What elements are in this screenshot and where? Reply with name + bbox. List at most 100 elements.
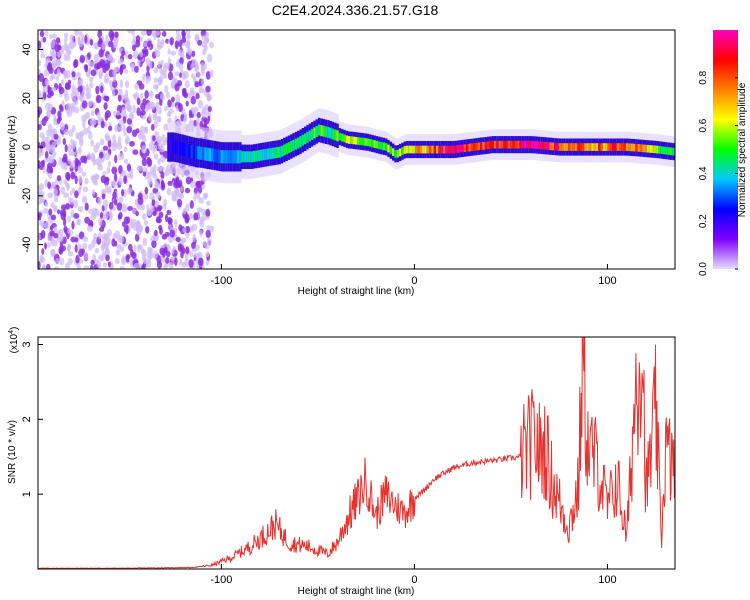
noise-cell (96, 260, 102, 269)
noise-cell (199, 229, 203, 237)
noise-cell (102, 199, 109, 208)
noise-cell (147, 171, 153, 178)
ridge-core (487, 141, 490, 150)
ridge-core (568, 143, 571, 151)
ridge-core (368, 139, 372, 147)
ridge-core (378, 141, 381, 150)
noise-cell (60, 45, 65, 55)
noise-cell (163, 264, 168, 269)
noise-cell (178, 192, 185, 199)
noise-cell (47, 233, 51, 242)
noise-cell (57, 110, 62, 119)
ridge-core (649, 145, 652, 153)
noise-cell (108, 125, 113, 132)
noise-cell (190, 95, 196, 105)
noise-cell (190, 73, 195, 79)
noise-cell (144, 186, 149, 195)
noise-cell (88, 59, 92, 69)
ridge-core (586, 143, 590, 151)
ridge-core (505, 140, 508, 149)
ridge-core (345, 135, 349, 144)
noise-cell (201, 213, 207, 222)
ridge-core (250, 151, 254, 163)
noise-cell (48, 208, 53, 216)
x-tick-label: 100 (598, 275, 616, 287)
noise-cell (67, 257, 73, 265)
noise-cell (182, 227, 187, 233)
noise-cell (198, 87, 204, 94)
noise-cell (71, 142, 76, 149)
noise-cell (112, 191, 117, 200)
ridge-core (456, 145, 460, 153)
noise-cell (133, 262, 140, 269)
ridge-core (313, 127, 316, 139)
colorbar-tick-label: 0.8 (698, 70, 709, 84)
ridge-core (639, 144, 643, 152)
noise-cell (46, 166, 53, 174)
noise-cell (66, 172, 71, 182)
noise-cell (118, 58, 124, 65)
noise-cell (105, 110, 111, 119)
noise-cell (104, 73, 109, 82)
noise-cell (63, 32, 69, 39)
noise-cell (164, 231, 170, 238)
noise-cell (157, 107, 162, 115)
noise-cell (38, 233, 41, 242)
noise-cell (169, 262, 174, 269)
ridge-core (320, 125, 323, 137)
ridge-core (579, 143, 583, 151)
noise-cell (103, 95, 109, 102)
ridge-core (431, 145, 434, 154)
noise-cell (99, 211, 104, 220)
ridge-core (213, 148, 217, 163)
noise-cell (50, 214, 57, 221)
ridge-core (473, 143, 476, 151)
ridge-core (412, 145, 416, 154)
noise-cell (156, 38, 161, 48)
noise-cell (38, 73, 44, 82)
noise-cell (185, 226, 191, 234)
noise-cell (98, 69, 104, 78)
noise-cell (104, 132, 110, 141)
noise-cell (104, 243, 109, 252)
noise-cell (107, 185, 112, 193)
noise-cell (87, 100, 93, 107)
noise-cell (167, 180, 173, 186)
noise-cell (205, 208, 211, 217)
noise-cell (207, 106, 212, 112)
noise-cell (62, 137, 66, 146)
noise-cell (191, 50, 196, 58)
noise-cell (117, 136, 122, 145)
ridge-core (327, 126, 330, 138)
noise-cell (173, 78, 177, 86)
noise-cell (143, 194, 149, 200)
noise-cell (126, 118, 133, 125)
noise-cell (44, 242, 47, 250)
noise-cell (123, 131, 128, 137)
spectrogram-x-axis: -100 0 100 (210, 264, 617, 287)
noise-cell (49, 91, 54, 97)
noise-cell (184, 214, 190, 222)
snr-y-multiplier: (x104) (8, 327, 20, 354)
noise-cell (94, 53, 100, 62)
noise-cell (137, 58, 141, 68)
noise-cell (132, 104, 137, 114)
noise-cell (71, 84, 76, 94)
noise-cell (46, 109, 51, 118)
noise-cell (77, 263, 81, 269)
noise-cell (183, 92, 188, 99)
ridge-core (415, 145, 418, 154)
ridge-core (565, 143, 569, 151)
noise-cell (88, 243, 93, 251)
noise-cell (147, 176, 153, 186)
noise-cell (54, 205, 58, 213)
noise-cell (194, 81, 200, 88)
noise-cell (76, 71, 81, 78)
noise-cell (70, 102, 76, 111)
noise-cell (109, 80, 113, 87)
noise-cell (77, 205, 84, 213)
noise-cell (97, 196, 102, 206)
ridge-core (248, 151, 251, 163)
noise-cell (100, 175, 107, 184)
noise-cell (112, 134, 116, 143)
